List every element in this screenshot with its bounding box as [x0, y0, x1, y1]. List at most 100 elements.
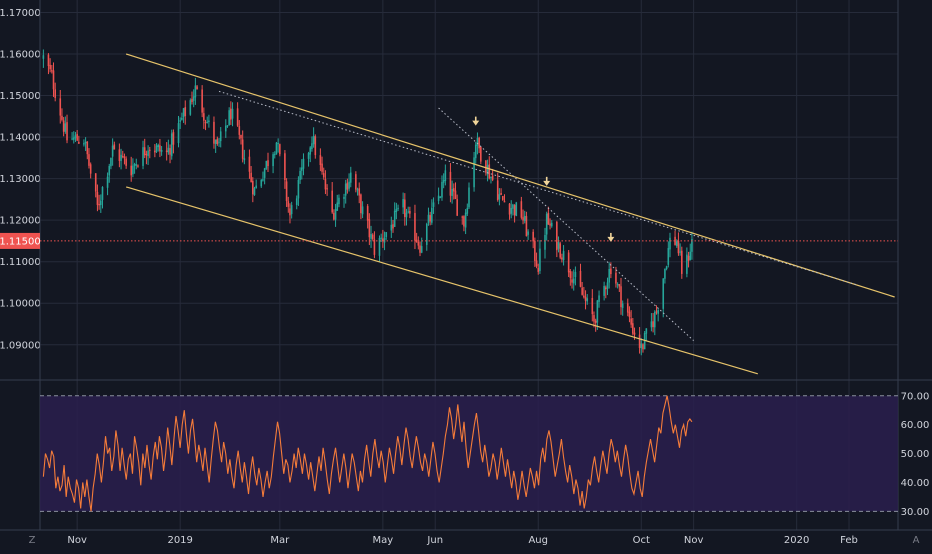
candle-body	[83, 143, 85, 145]
candle-body	[571, 279, 573, 283]
candle-body	[334, 209, 337, 220]
candle-body	[228, 110, 230, 126]
candle-body	[238, 126, 241, 135]
trendline-dotted-top[interactable]	[218, 90, 856, 286]
candle-body	[490, 176, 492, 179]
candle-body	[550, 222, 553, 227]
rsi-tick-label: 70.00	[901, 391, 930, 402]
candle-body	[300, 167, 303, 171]
candle-body	[86, 141, 89, 155]
candle-body	[273, 154, 276, 156]
candle-body	[206, 121, 209, 123]
candle-body	[196, 86, 198, 89]
candle-body	[344, 183, 347, 196]
candle-body	[463, 216, 465, 227]
candle-body	[420, 246, 423, 253]
candle-body	[689, 251, 692, 261]
candle-body	[686, 254, 688, 274]
candle-body	[620, 286, 622, 308]
candle-body	[101, 186, 104, 200]
candle-body	[431, 207, 433, 223]
trendline-channel-bottom[interactable]	[125, 186, 758, 375]
candle-body	[402, 199, 404, 208]
candle-body	[155, 145, 158, 152]
candle-body	[532, 231, 534, 242]
candle-body	[361, 206, 364, 215]
candle-body	[120, 154, 122, 161]
candle-body	[464, 212, 467, 228]
candle-body	[557, 242, 560, 249]
candle-body	[241, 139, 244, 159]
candle-body	[655, 311, 658, 313]
candle-body	[452, 188, 455, 192]
candle-body	[390, 224, 393, 231]
candle-body	[181, 117, 183, 120]
rsi-band	[40, 395, 898, 512]
candle-body	[559, 243, 562, 258]
candle-body	[556, 221, 558, 251]
candle-body	[545, 213, 548, 235]
candle-body	[302, 158, 305, 169]
candle-body	[295, 198, 298, 205]
candle-body	[177, 123, 180, 144]
candle-body	[523, 215, 526, 221]
candle-body	[255, 185, 257, 189]
arrow-marker-head	[607, 236, 615, 242]
candle-body	[485, 160, 487, 173]
candle-body	[474, 144, 477, 159]
bottom-right-button[interactable]: A	[913, 535, 920, 546]
candle-body	[219, 131, 222, 142]
candle-body	[132, 165, 134, 175]
candle-body	[425, 223, 428, 245]
candle-body	[285, 181, 288, 202]
bottom-left-button[interactable]: Z	[29, 535, 36, 546]
trendline-dotted-diagonal[interactable]	[438, 107, 694, 341]
candle-body	[78, 141, 80, 144]
candle-body	[397, 207, 399, 209]
candle-body	[652, 321, 654, 328]
candle-body	[561, 257, 563, 260]
candle-body	[527, 231, 529, 235]
candle-body	[496, 180, 499, 201]
candle-body	[260, 179, 263, 187]
candle-body	[522, 217, 524, 221]
candle-body	[236, 108, 239, 126]
candle-body	[314, 136, 317, 156]
candle-body	[358, 188, 361, 196]
candle-body	[615, 272, 617, 284]
candle-body	[539, 248, 541, 271]
trendline-channel-top[interactable]	[125, 53, 895, 298]
candle-body	[143, 147, 146, 156]
arrow-marker-head	[543, 180, 551, 186]
candle-body	[630, 318, 632, 325]
candle-body	[449, 171, 452, 196]
candle-body	[159, 145, 161, 152]
candle-body	[405, 212, 408, 218]
candle-body	[549, 223, 551, 226]
candle-body	[628, 311, 631, 318]
candle-body	[263, 168, 266, 178]
candle-body	[137, 165, 139, 167]
candle-body	[94, 173, 97, 192]
candle-body	[52, 70, 55, 90]
candle-body	[500, 192, 502, 195]
candle-body	[638, 334, 641, 348]
candle-body	[488, 164, 491, 179]
price-tick-label: 1.10000	[0, 299, 41, 310]
candle-body	[252, 180, 254, 195]
candle-body	[621, 303, 624, 308]
candle-body	[194, 85, 197, 98]
candle-body	[356, 189, 359, 191]
candle-body	[135, 164, 138, 166]
candle-body	[213, 121, 215, 144]
candle-body	[583, 295, 585, 298]
candle-body	[432, 202, 435, 207]
candle-body	[409, 211, 411, 214]
candle-body	[172, 132, 175, 145]
candle-body	[142, 147, 144, 166]
candle-body	[277, 143, 279, 145]
candle-body	[633, 332, 636, 335]
candle-body	[664, 268, 666, 279]
candle-body	[148, 149, 151, 151]
candle-body	[267, 160, 269, 167]
